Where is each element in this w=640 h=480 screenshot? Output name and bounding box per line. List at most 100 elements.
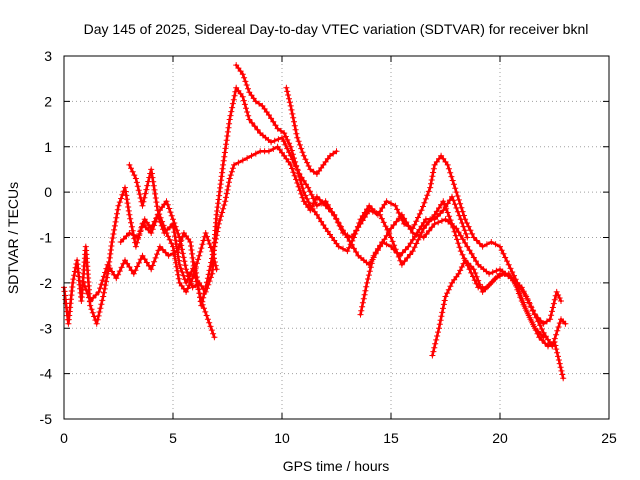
data-point	[407, 240, 414, 247]
data-point	[526, 314, 533, 321]
data-point	[455, 196, 462, 203]
data-point	[304, 195, 311, 202]
data-point	[479, 243, 486, 250]
data-point	[295, 138, 302, 145]
data-point	[222, 198, 229, 205]
data-point	[213, 266, 220, 273]
data-point	[388, 243, 394, 250]
data-point	[308, 191, 315, 198]
data-point	[154, 203, 161, 210]
data-point	[298, 181, 305, 188]
data-point	[444, 209, 451, 216]
data-point	[101, 285, 108, 292]
data-point	[356, 220, 363, 226]
data-point	[528, 318, 535, 324]
data-point	[115, 202, 122, 209]
data-point	[426, 227, 433, 234]
data-point	[372, 208, 378, 215]
x-tick-label: 25	[601, 430, 617, 446]
data-point	[482, 285, 489, 292]
data-point	[189, 284, 196, 291]
data-point	[196, 252, 203, 259]
data-point	[444, 161, 451, 168]
data-point	[172, 255, 179, 262]
y-tick-label: -1	[40, 230, 53, 246]
data-point	[464, 234, 471, 241]
data-point	[409, 236, 416, 243]
data-point	[265, 148, 272, 155]
data-point	[287, 143, 294, 150]
data-point	[437, 210, 444, 217]
data-point	[439, 309, 446, 316]
data-point	[325, 205, 332, 212]
data-point	[110, 231, 117, 237]
data-point	[316, 196, 323, 203]
data-point	[205, 237, 212, 244]
data-point	[328, 208, 335, 215]
data-point	[420, 219, 427, 226]
data-point	[360, 295, 367, 302]
data-point	[540, 334, 547, 341]
data-point	[441, 297, 448, 304]
data-point	[190, 271, 197, 278]
data-point	[251, 123, 258, 130]
data-point	[524, 310, 531, 317]
data-point	[208, 327, 215, 334]
data-point	[224, 128, 231, 135]
data-point	[268, 115, 275, 122]
data-point	[98, 301, 105, 308]
data-point	[485, 282, 492, 289]
data-point	[556, 360, 563, 367]
data-point	[149, 262, 156, 269]
data-point	[118, 195, 125, 202]
data-point	[282, 133, 289, 140]
data-point	[246, 116, 253, 123]
data-point	[261, 105, 268, 112]
data-point	[396, 252, 403, 259]
data-point	[191, 267, 198, 274]
data-point	[558, 367, 565, 374]
data-point	[349, 237, 356, 244]
data-point	[350, 245, 357, 252]
data-point	[442, 203, 449, 210]
data-point	[430, 348, 437, 355]
data-point	[556, 295, 563, 301]
data-point	[71, 268, 78, 275]
data-point	[120, 236, 127, 242]
data-point	[163, 230, 170, 236]
data-point	[505, 270, 512, 277]
data-point	[454, 208, 461, 215]
data-point	[488, 279, 495, 286]
data-point	[117, 239, 124, 245]
data-point	[555, 353, 561, 360]
data-point	[401, 220, 408, 227]
data-point	[462, 257, 469, 264]
data-point	[228, 108, 235, 115]
data-point	[429, 173, 436, 180]
data-point	[429, 352, 436, 359]
data-point	[299, 149, 306, 156]
data-point	[559, 371, 566, 378]
data-point	[405, 243, 412, 250]
y-tick-label: 1	[44, 139, 52, 155]
data-point	[505, 261, 512, 268]
data-point	[283, 155, 290, 162]
data-point	[212, 239, 219, 246]
data-point	[557, 364, 564, 371]
data-point	[305, 184, 312, 191]
data-point	[293, 162, 300, 169]
data-point	[103, 274, 110, 281]
data-point	[157, 214, 164, 221]
data-point	[95, 312, 102, 319]
data-point	[271, 137, 278, 144]
data-point	[401, 258, 408, 265]
data-point	[457, 200, 464, 207]
data-point	[357, 311, 364, 318]
data-point	[126, 264, 133, 270]
data-point	[221, 153, 228, 160]
data-point	[170, 220, 176, 227]
data-point	[286, 140, 293, 147]
data-point	[173, 263, 180, 270]
data-point	[212, 262, 219, 269]
data-point	[199, 298, 206, 305]
